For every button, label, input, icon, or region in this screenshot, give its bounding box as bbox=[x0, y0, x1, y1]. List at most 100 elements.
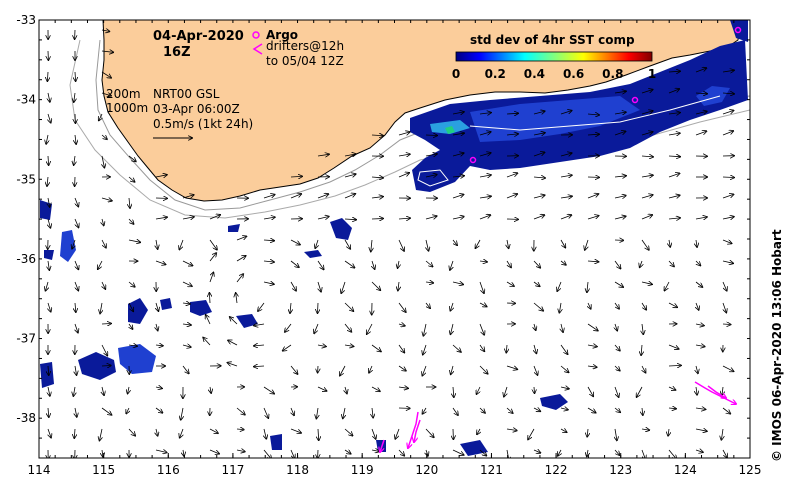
current-vector bbox=[344, 154, 356, 156]
current-vector bbox=[722, 194, 733, 199]
current-vector bbox=[48, 407, 49, 417]
current-vector bbox=[254, 345, 265, 346]
current-vector bbox=[722, 449, 727, 457]
current-vector bbox=[506, 365, 517, 369]
current-vector bbox=[668, 449, 676, 458]
current-vector bbox=[506, 113, 518, 114]
current-vector bbox=[476, 239, 481, 248]
current-vector bbox=[506, 134, 518, 135]
current-vector bbox=[479, 344, 484, 351]
current-vector bbox=[74, 155, 75, 165]
current-vector bbox=[477, 428, 480, 434]
current-vector bbox=[422, 365, 427, 376]
current-vector bbox=[371, 344, 381, 351]
current-vector bbox=[614, 449, 619, 455]
current-vector bbox=[236, 293, 237, 304]
current-vector bbox=[641, 215, 652, 220]
current-vector bbox=[263, 195, 275, 199]
current-vector bbox=[315, 239, 318, 248]
current-vector bbox=[669, 239, 670, 247]
current-vector bbox=[479, 153, 491, 156]
current-vector bbox=[504, 386, 507, 397]
current-vector bbox=[263, 217, 275, 219]
current-vector bbox=[46, 134, 48, 144]
lon-tick-label: 118 bbox=[286, 463, 309, 477]
current-vector bbox=[344, 428, 353, 436]
current-vector bbox=[210, 386, 211, 393]
current-vector bbox=[398, 239, 404, 251]
current-vector bbox=[585, 239, 588, 250]
current-vector bbox=[182, 303, 190, 304]
current-vector bbox=[560, 175, 572, 177]
current-vector bbox=[477, 386, 481, 394]
current-vector bbox=[290, 428, 301, 433]
drifter-track bbox=[414, 419, 421, 442]
current-vector bbox=[209, 239, 217, 250]
current-vector bbox=[560, 153, 572, 156]
current-vector bbox=[642, 365, 646, 373]
current-vector bbox=[183, 449, 184, 456]
current-vector bbox=[316, 407, 318, 418]
current-vector bbox=[102, 155, 104, 168]
current-vector bbox=[182, 195, 194, 198]
current-vector bbox=[479, 365, 488, 374]
current-vector bbox=[75, 365, 77, 375]
lat-tick-label: -33 bbox=[16, 13, 36, 27]
current-vector bbox=[534, 386, 535, 393]
current-vector bbox=[615, 302, 619, 309]
colorbar-tick-label: 0.8 bbox=[602, 67, 623, 81]
current-vector bbox=[640, 260, 642, 267]
current-vector bbox=[74, 218, 79, 227]
current-vector bbox=[102, 281, 105, 289]
current-vector bbox=[371, 239, 372, 251]
current-vector bbox=[181, 407, 183, 420]
current-vector bbox=[155, 407, 162, 413]
lon-tick-label: 119 bbox=[351, 463, 374, 477]
current-vector bbox=[317, 194, 328, 199]
current-vector bbox=[72, 239, 75, 249]
argo-float-marker bbox=[631, 96, 639, 104]
current-vector bbox=[230, 317, 238, 325]
current-vector bbox=[560, 261, 566, 265]
current-vector bbox=[371, 135, 383, 136]
lon-tick-label: 125 bbox=[739, 463, 762, 477]
current-vector bbox=[721, 428, 723, 440]
current-vector bbox=[101, 344, 107, 355]
current-vector bbox=[452, 217, 464, 219]
current-vector bbox=[722, 261, 733, 263]
current-vector bbox=[587, 323, 598, 331]
current-vector bbox=[263, 261, 274, 262]
current-vector bbox=[182, 281, 192, 286]
colorbar-tick-label: 0 bbox=[452, 67, 460, 81]
current-vector bbox=[533, 177, 545, 178]
current-vector bbox=[453, 239, 457, 245]
current-vector bbox=[398, 324, 405, 326]
current-vector bbox=[371, 450, 379, 451]
current-vector bbox=[506, 429, 517, 431]
current-vector bbox=[155, 345, 163, 346]
current-vector bbox=[722, 407, 730, 414]
current-vector bbox=[560, 408, 568, 410]
current-vector bbox=[668, 156, 680, 157]
current-vector bbox=[614, 91, 626, 93]
current-vector bbox=[155, 175, 167, 177]
current-vector bbox=[641, 344, 642, 355]
current-vector bbox=[291, 407, 294, 415]
current-vector bbox=[560, 387, 569, 389]
current-vector bbox=[48, 302, 51, 312]
current-vector bbox=[614, 176, 626, 177]
current-vector bbox=[263, 449, 271, 458]
current-vector bbox=[452, 133, 464, 135]
current-vector bbox=[129, 197, 130, 208]
current-vector bbox=[695, 429, 707, 431]
current-vector bbox=[533, 302, 543, 311]
current-vector bbox=[534, 344, 536, 353]
current-vector bbox=[452, 153, 464, 156]
current-vector bbox=[533, 111, 545, 114]
current-vector bbox=[209, 273, 213, 283]
current-vector bbox=[695, 131, 706, 136]
current-vector bbox=[425, 282, 433, 283]
current-vector bbox=[560, 429, 567, 432]
current-vector bbox=[182, 217, 194, 219]
current-vector bbox=[453, 386, 454, 397]
